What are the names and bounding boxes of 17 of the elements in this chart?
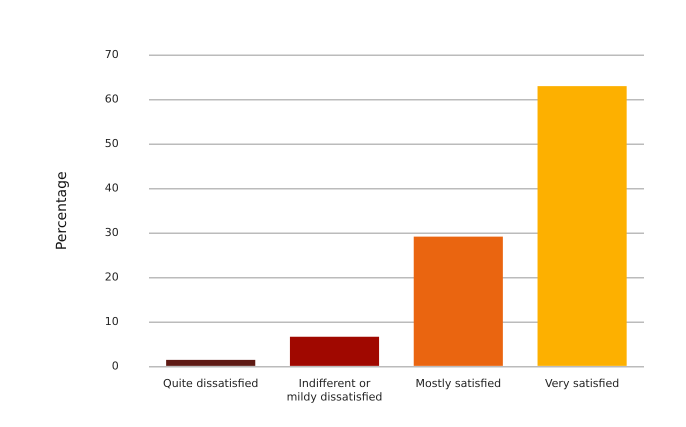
y-tick-label: 0 <box>112 359 119 372</box>
y-tick-label: 10 <box>104 314 119 328</box>
bar <box>166 360 256 366</box>
x-tick-label: Very satisfied <box>544 377 620 390</box>
bar <box>290 336 380 366</box>
y-tick-label: 50 <box>104 136 119 150</box>
y-tick-label: 20 <box>104 270 119 284</box>
x-tick-label: Mostly satisfied <box>416 377 502 390</box>
y-tick-label: 70 <box>104 48 119 61</box>
y-tick-label: 40 <box>104 181 119 194</box>
x-tick-label: Indifferent or mildy dissatisfied <box>286 377 382 404</box>
bar <box>414 236 503 366</box>
x-tick-label: Quite dissatisfied <box>163 377 258 390</box>
bar <box>538 86 627 366</box>
y-axis-title: Percentage <box>54 171 70 250</box>
y-tick-label: 60 <box>104 92 119 106</box>
y-tick-label: 30 <box>104 226 119 239</box>
